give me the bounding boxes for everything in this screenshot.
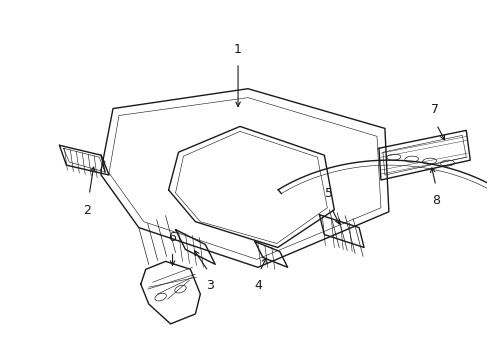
Text: 8: 8 [431, 194, 439, 207]
Text: 1: 1 [234, 43, 242, 56]
Text: 2: 2 [83, 204, 91, 217]
Text: 6: 6 [168, 230, 176, 243]
Text: 7: 7 [429, 103, 438, 117]
Text: 5: 5 [325, 187, 333, 200]
Text: 3: 3 [206, 279, 214, 292]
Text: 4: 4 [253, 279, 261, 292]
